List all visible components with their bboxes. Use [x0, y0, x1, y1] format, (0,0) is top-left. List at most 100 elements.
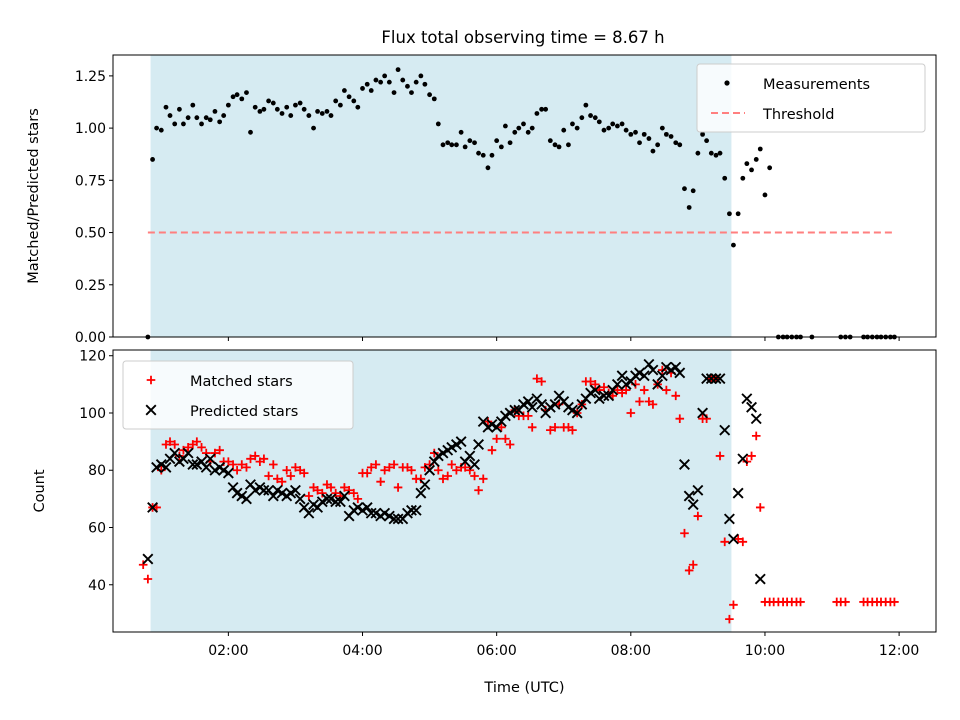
matched-star-point: [407, 465, 416, 475]
predicted-star-point: [473, 439, 485, 450]
matched-star-point: [250, 451, 260, 461]
y-tick-label: 100: [79, 406, 106, 422]
measurement-point: [422, 81, 428, 87]
predicted-star-point: [727, 533, 739, 545]
matched-star-point: [537, 377, 546, 386]
matched-star-point: [183, 443, 193, 452]
measurement-point: [306, 113, 312, 118]
predicted-star-point: [406, 504, 417, 516]
predicted-star-point: [469, 459, 481, 470]
measurement-point: [507, 140, 513, 146]
matched-star-point: [371, 460, 381, 469]
predicted-star-point: [643, 358, 655, 370]
predicted-star-point: [674, 367, 686, 379]
predicted-star-point: [576, 398, 588, 410]
measurement-point: [753, 157, 759, 162]
x-tick-label: 04:00: [342, 643, 382, 659]
matched-star-point: [291, 463, 300, 472]
predicted-star-point: [714, 373, 726, 385]
predicted-star-point: [741, 393, 753, 405]
measurement-point: [270, 100, 276, 106]
measurement-point: [561, 127, 567, 133]
matched-star-point: [527, 422, 537, 432]
matched-star-point: [170, 440, 180, 449]
measurement-point: [690, 188, 696, 194]
predicted-star-point: [289, 484, 301, 496]
measurement-point: [212, 109, 218, 114]
measurement-point: [207, 117, 213, 123]
matched-star-point: [497, 422, 506, 432]
measurements-legend-label: Measurements: [763, 77, 870, 93]
predicted-star-point: [455, 436, 467, 448]
measurement-point: [663, 131, 669, 137]
predicted-star-point: [330, 496, 342, 508]
matched-stars-legend-marker: [146, 375, 156, 385]
predicted-star-point: [652, 378, 664, 390]
y-tick-label: 0.75: [75, 173, 106, 189]
matched-star-point: [438, 474, 448, 484]
predicted-star-point: [746, 401, 758, 413]
measurement-point: [472, 140, 477, 146]
measurement-point: [717, 150, 723, 156]
measurement-point: [368, 88, 374, 93]
counts-panel: 40 60 80 100 120 02:00 04:00 06:00 08:00 10:00 12…: [32, 349, 937, 696]
matched-star-point: [586, 377, 595, 386]
predicted-star-point: [200, 461, 212, 473]
matched-star-point: [210, 448, 220, 458]
measurement-point: [566, 142, 571, 148]
measurement-point: [722, 175, 728, 181]
matched-star-point: [376, 477, 385, 486]
counts-y-axis-label: Count: [32, 469, 48, 512]
measurement-point: [427, 92, 432, 98]
matched-star-point: [487, 445, 497, 455]
y-tick-label: 0.25: [75, 278, 106, 294]
predicted-star-point: [334, 496, 346, 508]
matched-star-point: [326, 483, 336, 492]
measurement-point: [498, 144, 504, 150]
matched-star-point: [599, 382, 609, 392]
measurement-point: [234, 92, 240, 98]
flux-ratio-panel: 0.00 0.25 0.50 0.75 1.00 1.25 Matched/Predict…: [26, 54, 937, 346]
measurement-point: [749, 167, 754, 173]
matched-star-point: [224, 457, 233, 466]
matched-star-point: [492, 434, 501, 444]
measurement-point: [400, 77, 406, 83]
predicted-star-point: [160, 461, 172, 473]
measurement-point: [458, 129, 464, 135]
matched-star-point: [729, 600, 738, 610]
measurement-point: [623, 127, 629, 133]
matched-star-point: [237, 460, 247, 469]
matched-star-point: [680, 528, 689, 538]
measurement-point: [485, 165, 491, 171]
measurement-point: [342, 88, 347, 93]
measurement-point: [588, 113, 593, 118]
measurement-point: [547, 138, 553, 144]
matched-star-point: [755, 503, 765, 512]
measurement-point: [279, 111, 285, 116]
counts-legend: Matched stars Predicted stars: [122, 360, 354, 430]
x-tick-label: 10:00: [745, 643, 785, 659]
predicted-star-point: [589, 384, 601, 396]
measurement-point: [440, 142, 446, 148]
measurement-point: [655, 142, 661, 148]
matched-star-point: [693, 511, 703, 521]
predicted-star-point: [683, 490, 695, 502]
matched-star-point: [635, 397, 644, 406]
measurement-point: [529, 125, 535, 131]
matched-star-point: [304, 491, 314, 501]
measurement-point: [293, 102, 298, 108]
y-tick-label: 0.00: [75, 330, 106, 346]
predicted-star-point: [294, 493, 306, 505]
measurement-point: [445, 140, 451, 146]
predicted-star-point: [187, 459, 199, 470]
predicted-star-point: [737, 453, 749, 465]
matched-star-point: [890, 597, 899, 607]
measurement-point: [646, 136, 652, 141]
predicted-star-point: [647, 364, 659, 376]
matched-star-point: [192, 437, 202, 446]
matched-star-point: [138, 560, 148, 570]
measurement-point: [431, 96, 437, 102]
predicted-star-point: [267, 490, 279, 502]
measurement-point: [418, 73, 424, 79]
